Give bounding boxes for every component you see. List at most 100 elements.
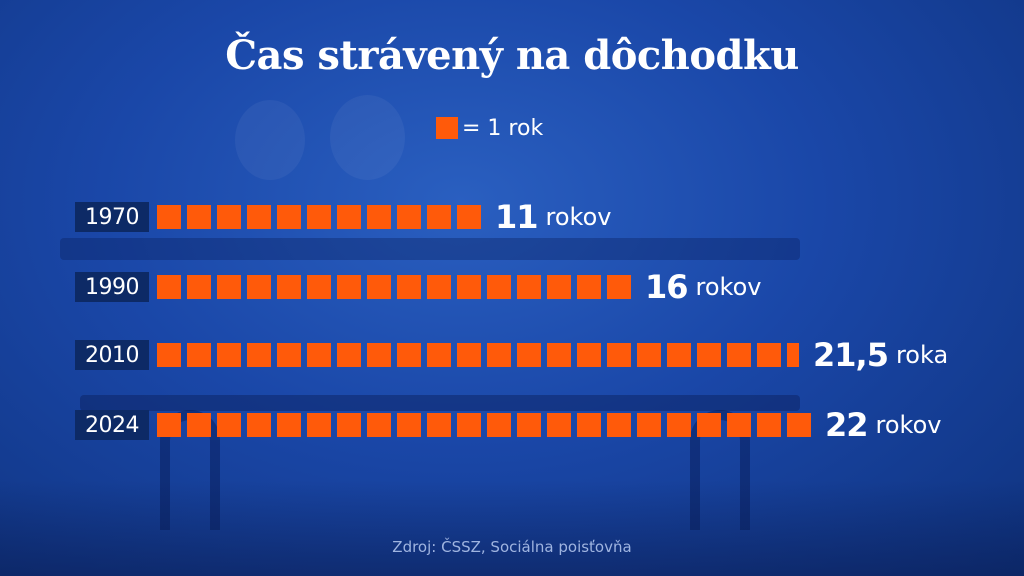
year-square — [727, 413, 751, 437]
year-square — [457, 413, 481, 437]
year-square — [517, 343, 541, 367]
year-square — [337, 343, 361, 367]
year-square — [577, 275, 601, 299]
square-bar — [157, 342, 805, 368]
year-square — [787, 413, 811, 437]
year-square — [397, 413, 421, 437]
square-bar — [157, 412, 817, 438]
year-square — [217, 205, 241, 229]
year-square — [247, 205, 271, 229]
year-label: 2024 — [75, 410, 149, 440]
year-square — [217, 275, 241, 299]
year-square — [727, 343, 751, 367]
chart-title: Čas strávený na dôchodku — [225, 32, 799, 79]
year-square — [397, 205, 421, 229]
chart-row: 1990 16 rokov — [75, 268, 762, 306]
year-square — [427, 275, 451, 299]
year-square — [397, 343, 421, 367]
value-number: 16 — [645, 268, 689, 306]
square-bar — [157, 204, 487, 230]
year-square — [667, 343, 691, 367]
year-square — [247, 343, 271, 367]
value-number: 22 — [825, 406, 869, 444]
year-square — [487, 275, 511, 299]
year-square — [277, 343, 301, 367]
year-square — [337, 413, 361, 437]
year-square — [487, 343, 511, 367]
year-square — [247, 275, 271, 299]
year-square — [247, 413, 271, 437]
year-square — [607, 275, 631, 299]
year-square — [157, 413, 181, 437]
year-square — [427, 343, 451, 367]
year-square — [637, 343, 661, 367]
year-square — [277, 205, 301, 229]
value-unit: rokov — [695, 273, 762, 301]
value-number: 11 — [495, 198, 539, 236]
person-silhouette-left — [235, 100, 305, 180]
year-square — [667, 413, 691, 437]
ground-shadow — [0, 480, 1024, 576]
year-square — [277, 413, 301, 437]
year-square — [457, 343, 481, 367]
year-square — [607, 413, 631, 437]
year-square — [547, 275, 571, 299]
year-square — [427, 205, 451, 229]
year-square — [217, 343, 241, 367]
square-bar — [157, 274, 637, 300]
year-square — [187, 275, 211, 299]
year-square — [367, 205, 391, 229]
year-square — [217, 413, 241, 437]
year-square — [157, 275, 181, 299]
year-square — [337, 275, 361, 299]
source-note: Zdroj: ČSSZ, Sociálna poisťovňa — [392, 538, 632, 556]
year-square — [157, 205, 181, 229]
year-square — [577, 343, 601, 367]
year-square — [367, 413, 391, 437]
value-unit: roka — [895, 341, 949, 369]
year-square — [157, 343, 181, 367]
year-square — [307, 275, 331, 299]
year-square — [187, 413, 211, 437]
year-square — [187, 343, 211, 367]
year-square — [547, 343, 571, 367]
year-label: 1990 — [75, 272, 149, 302]
year-label: 1970 — [75, 202, 149, 232]
year-square — [187, 205, 211, 229]
half-year-square — [787, 343, 799, 367]
value-unit: rokov — [545, 203, 612, 231]
year-square — [427, 413, 451, 437]
year-square — [577, 413, 601, 437]
legend-label: = 1 rok — [462, 115, 544, 141]
year-square — [397, 275, 421, 299]
year-square — [757, 413, 781, 437]
year-square — [697, 343, 721, 367]
chart-row: 2010 21,5 roka — [75, 336, 949, 374]
year-square — [487, 413, 511, 437]
year-square — [277, 275, 301, 299]
year-square — [637, 413, 661, 437]
legend: = 1 rok — [436, 115, 543, 141]
year-square — [457, 205, 481, 229]
year-square — [517, 413, 541, 437]
year-square — [457, 275, 481, 299]
bench-backrest — [60, 238, 800, 260]
year-label: 2010 — [75, 340, 149, 370]
value-unit: rokov — [875, 411, 942, 439]
year-square — [307, 413, 331, 437]
year-square — [367, 275, 391, 299]
year-square — [367, 343, 391, 367]
person-silhouette-right — [330, 95, 405, 180]
year-square — [697, 413, 721, 437]
year-square — [307, 343, 331, 367]
value-number: 21,5 — [813, 336, 889, 374]
chart-row: 2024 22 rokov — [75, 406, 942, 444]
year-square — [757, 343, 781, 367]
year-square — [607, 343, 631, 367]
year-square — [547, 413, 571, 437]
legend-square-icon — [436, 117, 458, 139]
bench-seat — [80, 395, 800, 411]
year-square — [517, 275, 541, 299]
